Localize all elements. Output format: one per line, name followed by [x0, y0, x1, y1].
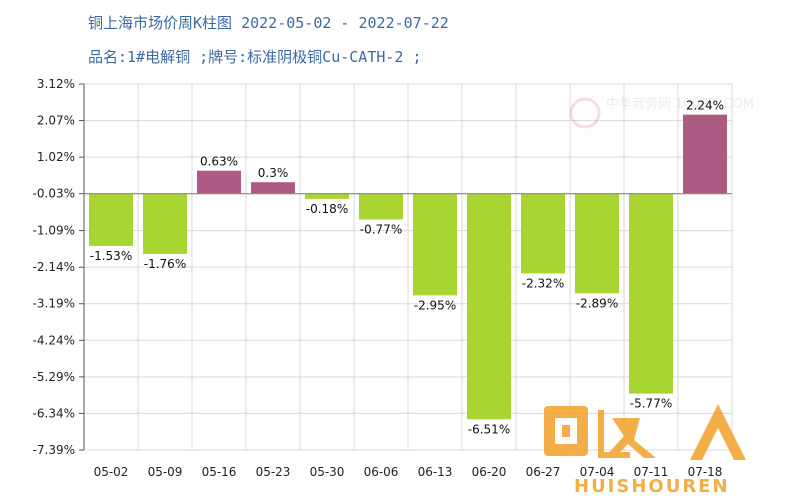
data-label: -5.77% [630, 397, 672, 411]
y-tick-label: -5.29% [33, 370, 75, 384]
bar [413, 193, 457, 296]
x-tick-label: 07-04 [580, 465, 615, 479]
bar [629, 193, 673, 394]
bar [251, 182, 295, 194]
bar [683, 114, 727, 194]
x-tick-label: 07-11 [634, 465, 669, 479]
bar [305, 193, 349, 199]
y-tick-label: 1.02% [37, 150, 75, 164]
brand-watermark-logo: HUISHOUREN [544, 404, 746, 497]
y-tick-label: -0.03% [33, 187, 75, 201]
x-tick-label: 06-27 [526, 465, 561, 479]
bar [467, 193, 511, 420]
x-tick-label: 06-20 [472, 465, 507, 479]
chart-subtitle: 品名:1#电解铜 ;牌号:标准阴极铜Cu-CATH-2 ; [88, 48, 422, 66]
bar [359, 193, 403, 220]
data-label: 0.3% [258, 166, 289, 180]
y-tick-label: 3.12% [37, 77, 75, 91]
y-tick-label: -3.19% [33, 297, 75, 311]
data-label: -1.53% [90, 249, 132, 263]
y-tick-label: -1.09% [33, 224, 75, 238]
y-tick-label: -2.14% [33, 260, 75, 274]
data-label: -0.77% [360, 222, 402, 236]
data-label: 0.63% [200, 155, 238, 169]
bar [89, 193, 133, 246]
x-tick-label: 06-06 [364, 465, 399, 479]
data-label: -2.95% [414, 298, 456, 312]
chart-date-range: 2022-05-02 - 2022-07-22 [241, 14, 449, 32]
data-label: -0.18% [306, 202, 348, 216]
x-tick-label: 05-09 [148, 465, 183, 479]
bar-layer [89, 114, 727, 420]
bar [143, 193, 187, 254]
y-tick-label: -4.24% [33, 333, 75, 347]
svg-text:HUISHOUREN: HUISHOUREN [574, 476, 730, 497]
x-tick-label: 05-23 [256, 465, 291, 479]
bar [197, 170, 241, 194]
y-tick-label: -7.39% [33, 443, 75, 457]
y-tick-label: -6.34% [33, 406, 75, 420]
data-label: -2.32% [522, 276, 564, 290]
x-tick-label: 05-30 [310, 465, 345, 479]
data-label: -1.76% [144, 257, 186, 271]
x-tick-label: 06-13 [418, 465, 453, 479]
data-label: -2.89% [576, 296, 618, 310]
data-label-layer: -1.53% -1.76% 0.63% 0.3% -0.18% -0.77% -2.95% -… [90, 99, 724, 437]
y-tick-label: 2.07% [37, 114, 75, 128]
chart-title: 铜上海市场价周K柱图 [88, 14, 233, 32]
bar [521, 193, 565, 274]
x-tick-label: 05-02 [94, 465, 129, 479]
chart-title-line: 铜上海市场价周K柱图 2022-05-02 - 2022-07-22 [88, 12, 449, 33]
bar [575, 193, 619, 294]
x-tick-label: 05-16 [202, 465, 237, 479]
data-label: 2.24% [686, 99, 724, 113]
x-tick-label: 07-18 [688, 465, 723, 479]
data-label: -6.51% [468, 422, 510, 436]
svg-text:中华商务网 100PPI.COM: 中华商务网 100PPI.COM [606, 96, 754, 112]
center-watermark: 中华商务网 100PPI.COM [569, 96, 754, 129]
axis-layer: 3.12% 2.07% 1.02% -0.03% -1.09% -2.14% -3.19% -… [33, 77, 732, 479]
